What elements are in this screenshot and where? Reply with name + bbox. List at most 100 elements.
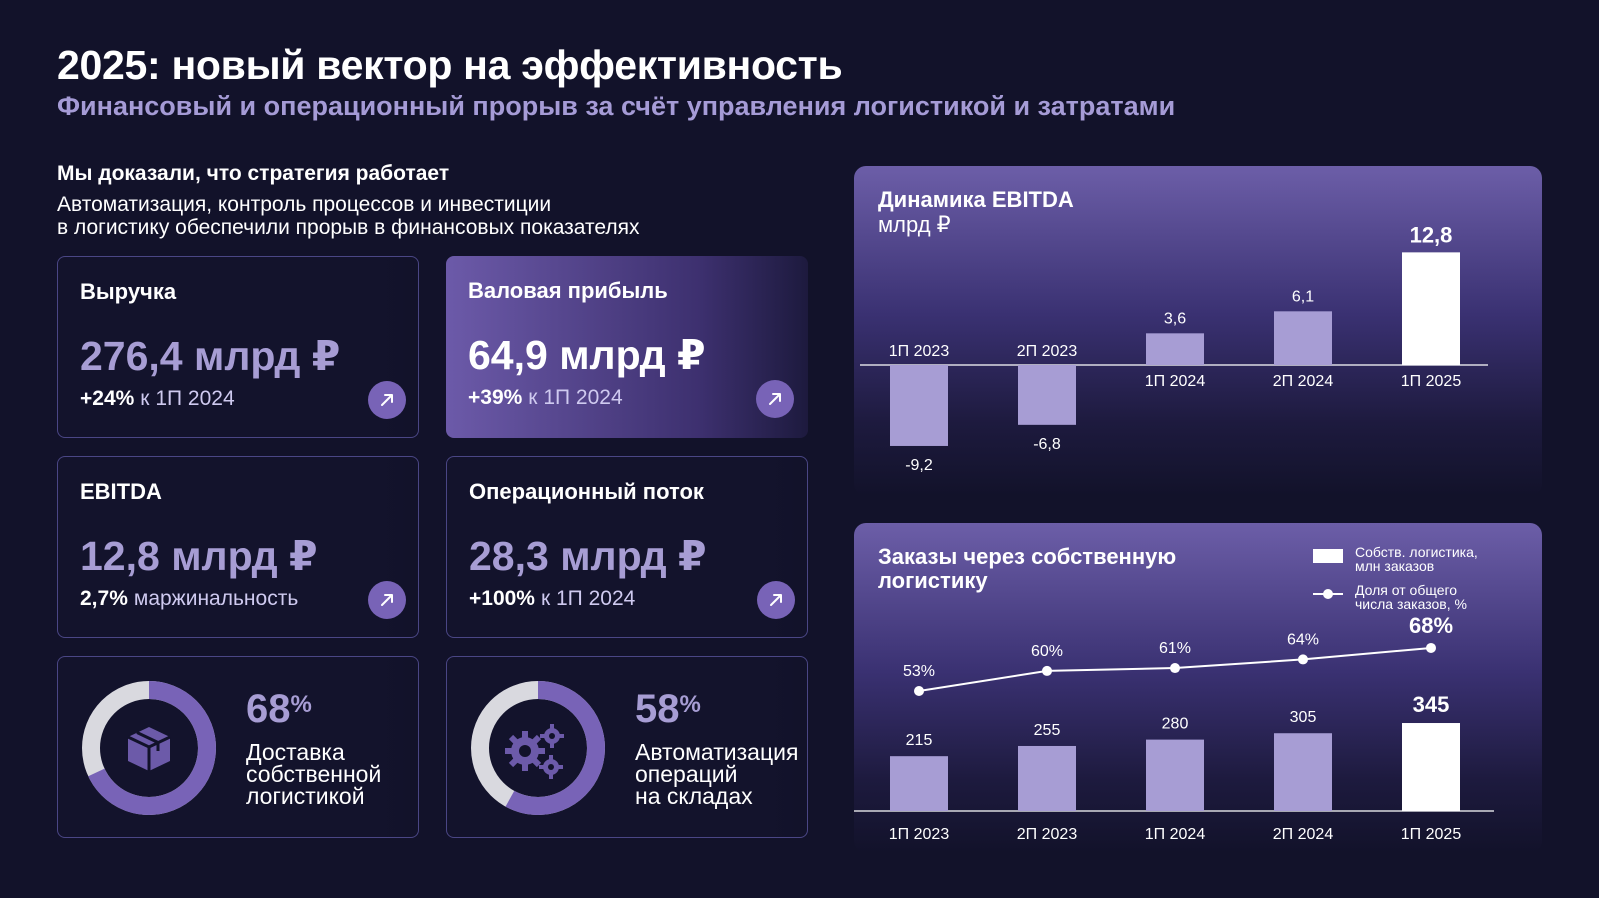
orders-bar [1402, 723, 1460, 811]
ebitda-bar [1402, 252, 1460, 365]
ebitda-category-label: 2П 2024 [1273, 373, 1334, 390]
kpi-note: 2,7% маржинальность [80, 587, 298, 611]
donut-card-automation: 58% Автоматизация операций на складах [446, 656, 808, 838]
kpi-note: +39% к 1П 2024 [468, 386, 623, 410]
donut-desc-line: на складах [635, 783, 753, 809]
orders-bar [1018, 745, 1076, 811]
legend-label: числа заказов, % [1355, 596, 1467, 612]
legend-label: Собств. логистика, [1355, 544, 1478, 560]
share-value-label: 53% [903, 663, 935, 680]
kpi-card-ebitda: EBITDA 12,8 млрд ₽ 2,7% маржинальность [57, 456, 419, 638]
ebitda-bar [890, 365, 948, 446]
orders-category-label: 1П 2024 [1145, 826, 1206, 843]
arrow-up-right-icon[interactable] [757, 581, 795, 619]
donut-description: Доставка собственной логистикой [246, 739, 382, 809]
gears-icon [505, 724, 564, 779]
kpi-card-gross-profit: Валовая прибыль 64,9 млрд ₽ +39% к 1П 202… [446, 256, 808, 438]
orders-category-label: 2П 2024 [1273, 826, 1334, 843]
kpi-note-text: к 1П 2024 [540, 587, 636, 610]
kpi-card-revenue: Выручка 276,4 млрд ₽ +24% к 1П 2024 [57, 256, 419, 438]
orders-chart-panel: Заказы через собственную логистику Собст… [854, 523, 1542, 853]
intro-text: Автоматизация, контроль процессов и инве… [57, 193, 757, 239]
share-value-label: 68% [1409, 613, 1453, 638]
box-icon [127, 727, 171, 771]
kpi-change: +24% [80, 387, 135, 410]
kpi-value: 28,3 млрд ₽ [469, 533, 707, 579]
legend-label: Доля от общего [1355, 582, 1458, 598]
share-value-label: 60% [1031, 643, 1063, 660]
share-value-label: 61% [1159, 640, 1191, 657]
kpi-note: +100% к 1П 2024 [469, 587, 635, 611]
orders-bar [890, 756, 948, 811]
donut-desc-line: собственной [246, 761, 382, 787]
donut-percent: 58% [635, 687, 701, 732]
ebitda-chart: -9,2 1П 2023 -6,8 2П 2023 3,6 1П 2024 6,1 2П 20… [860, 222, 1488, 474]
orders-bar-value-label: 305 [1290, 709, 1317, 726]
orders-category-label: 1П 2023 [889, 826, 950, 843]
kpi-value: 64,9 млрд ₽ [468, 332, 706, 378]
donut-description: Автоматизация операций на складах [635, 739, 799, 809]
kpi-note-text: к 1П 2024 [140, 387, 235, 410]
kpi-change: +39% [468, 386, 523, 409]
kpi-value: 12,8 млрд ₽ [80, 533, 318, 579]
legend-label: млн заказов [1355, 558, 1435, 574]
kpi-card-operating-flow: Операционный поток 28,3 млрд ₽ +100% к 1П… [446, 456, 808, 638]
ebitda-chart-panel: Динамика EBITDA млрд ₽ -9,2 1П 2023 -6,8 2П… [854, 166, 1542, 496]
arrow-up-right-icon[interactable] [756, 380, 794, 418]
donut-percent: 68% [246, 687, 312, 732]
page-title: 2025: новый вектор на эффективность [57, 42, 843, 88]
legend-swatch [1313, 549, 1343, 563]
orders-category-label: 2П 2023 [1017, 826, 1078, 843]
kpi-label: EBITDA [80, 479, 162, 504]
donut-arc [82, 681, 216, 815]
orders-bar-value-label: 215 [906, 732, 933, 749]
donut-percent-sign: % [290, 691, 312, 718]
share-point [1170, 663, 1180, 674]
share-point [1426, 642, 1436, 653]
chart-title: Динамика EBITDA [878, 187, 1074, 212]
ebitda-value-label: -9,2 [905, 457, 933, 474]
ebitda-category-label: 1П 2024 [1145, 373, 1206, 390]
intro-heading: Мы доказали, что стратегия работает [57, 162, 450, 185]
donut-percent-sign: % [679, 691, 701, 718]
share-point [914, 686, 924, 696]
intro-line-1: Автоматизация, контроль процессов и инве… [57, 193, 552, 216]
chart-title-line: логистику [878, 568, 988, 593]
donut-percent-value: 68 [246, 687, 291, 731]
orders-bar [1274, 733, 1332, 811]
donut-desc-line: операций [635, 761, 738, 787]
donut-chart [82, 681, 216, 815]
ebitda-bar [1274, 311, 1332, 365]
share-point [1042, 665, 1052, 676]
kpi-note-text: к 1П 2024 [528, 386, 623, 409]
legend-dot [1323, 589, 1333, 599]
ebitda-value-label: 3,6 [1164, 310, 1186, 327]
orders-category-label: 1П 2025 [1401, 826, 1462, 843]
arrow-up-right-icon[interactable] [368, 381, 406, 419]
kpi-label: Валовая прибыль [468, 278, 668, 303]
kpi-note-text: маржинальность [133, 587, 299, 610]
page-subtitle: Финансовый и операционный прорыв за счёт… [57, 91, 1176, 121]
share-value-label: 64% [1287, 631, 1319, 648]
donut-card-own-logistics: 68% Доставка собственной логистикой [57, 656, 419, 838]
donut-chart [471, 681, 605, 815]
donut-desc-line: Доставка [246, 739, 345, 765]
kpi-change: 2,7% [80, 587, 128, 610]
ebitda-value-label: 12,8 [1410, 222, 1453, 247]
kpi-note: +24% к 1П 2024 [80, 387, 235, 411]
orders-bar-value-label: 255 [1034, 722, 1061, 739]
ebitda-category-label: 2П 2023 [1017, 343, 1078, 360]
ebitda-category-label: 1П 2025 [1401, 373, 1462, 390]
ebitda-value-label: -6,8 [1033, 436, 1061, 453]
kpi-label: Операционный поток [469, 479, 704, 504]
share-point [1298, 654, 1308, 665]
intro-line-2: в логистику обеспечили прорыв в финансов… [57, 216, 640, 239]
arrow-up-right-icon[interactable] [368, 581, 406, 619]
donut-percent-value: 58 [635, 687, 680, 731]
chart-title-line: Заказы через собственную [878, 544, 1177, 569]
orders-bar-value-label: 280 [1162, 716, 1189, 733]
kpi-change: +100% [469, 587, 535, 610]
kpi-label: Выручка [80, 279, 177, 304]
donut-desc-line: Автоматизация [635, 739, 799, 765]
donut-desc-line: логистикой [246, 783, 365, 809]
